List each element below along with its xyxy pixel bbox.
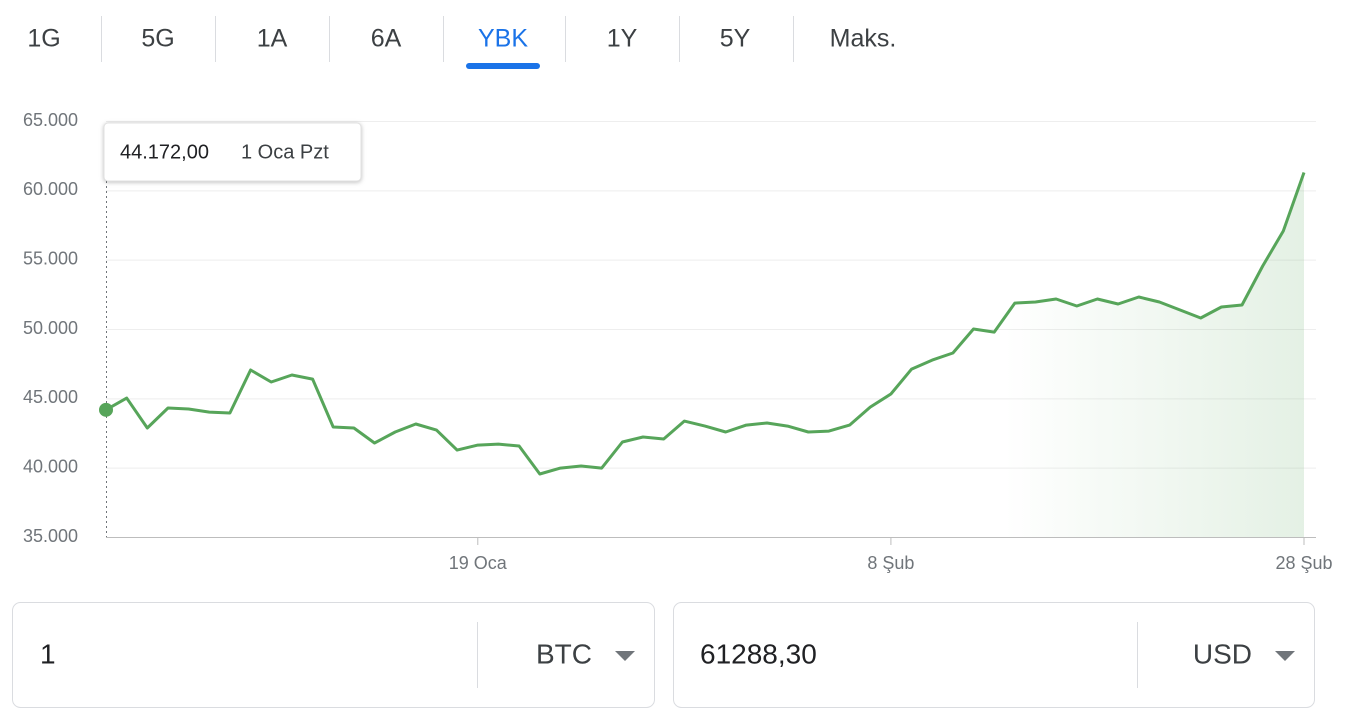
tab[interactable]: 1A xyxy=(257,25,288,53)
y-tick-label: 60.000 xyxy=(23,179,78,199)
x-tick-label: 8 Şub xyxy=(867,553,914,573)
chart: 35.000 40.000 45.000 50.000 55.000 60.000 65.0… xyxy=(23,110,1333,573)
tooltip-date: 1 Oca Pzt xyxy=(241,141,329,163)
tooltip-box xyxy=(103,122,362,182)
y-tick-label: 45.000 xyxy=(23,387,78,407)
converter: 1 BTC 61288,30 USD xyxy=(12,602,1315,708)
tab[interactable]: 1Y xyxy=(607,25,638,53)
tooltip: 44.172,00 1 Oca Pzt xyxy=(103,122,362,182)
hover-point xyxy=(99,402,113,417)
tab[interactable]: Maks. xyxy=(830,25,897,53)
y-tick-label: 50.000 xyxy=(23,318,78,338)
area xyxy=(106,172,1304,537)
y-tick-label: 40.000 xyxy=(23,456,78,476)
tab[interactable]: 1G xyxy=(27,25,60,53)
tooltip-value: 44.172,00 xyxy=(120,141,209,163)
tab[interactable]: 6A xyxy=(371,25,402,53)
tab-bar: 1G 5G 1A 6A YBK 1Y 5Y Maks. xyxy=(27,16,896,69)
from-box xyxy=(12,602,655,708)
y-tick-label: 35.000 xyxy=(23,526,78,546)
from-amount[interactable]: 1 xyxy=(40,638,56,669)
to-box xyxy=(673,602,1315,708)
y-tick-label: 65.000 xyxy=(23,110,78,130)
line xyxy=(105,171,1306,476)
dropdown-arrow[interactable] xyxy=(615,651,635,661)
dropdown-arrow[interactable] xyxy=(1275,651,1295,661)
tab[interactable]: 5G xyxy=(141,25,174,53)
from-currency[interactable]: BTC xyxy=(536,638,592,669)
to-currency[interactable]: USD xyxy=(1193,638,1252,669)
x-tick-label: 28 Şub xyxy=(1275,553,1332,573)
x-tick-label: 19 Oca xyxy=(449,553,508,573)
tab[interactable]: 5Y xyxy=(720,25,751,53)
y-tick-label: 55.000 xyxy=(23,248,78,268)
to-amount[interactable]: 61288,30 xyxy=(700,638,817,669)
tab[interactable]: YBK xyxy=(478,25,528,53)
tab-indicator xyxy=(466,63,540,69)
